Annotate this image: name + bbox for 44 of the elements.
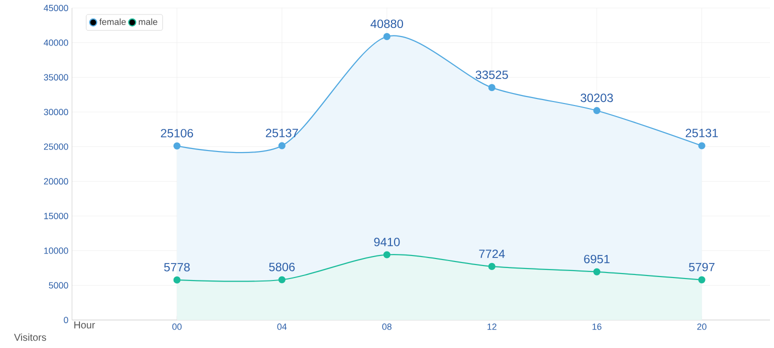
point <box>593 107 600 114</box>
data-label: 5797 <box>688 262 714 272</box>
x-tick-label: 00 <box>172 324 182 330</box>
point <box>593 268 600 276</box>
point <box>383 251 390 258</box>
point <box>488 262 496 270</box>
y-axis-title: Visitors <box>14 334 46 341</box>
point <box>488 84 496 92</box>
y-tick-label: 35000 <box>44 74 68 81</box>
data-label: 25131 <box>686 128 718 138</box>
y-tick-label: 5000 <box>48 282 68 289</box>
y-tick-label: 10000 <box>44 247 68 254</box>
point <box>698 142 706 150</box>
data-label: 6951 <box>584 254 610 264</box>
point <box>698 276 706 284</box>
y-tick-label: 40000 <box>44 39 68 46</box>
data-label: 25106 <box>160 128 194 138</box>
point <box>173 142 181 150</box>
data-label: 30203 <box>580 94 613 102</box>
x-tick-label: 20 <box>697 324 706 330</box>
legend-label: male <box>138 18 158 26</box>
data-label: 40880 <box>370 20 404 28</box>
y-tick-label: 30000 <box>44 108 68 116</box>
y-tick-label: 20000 <box>44 178 68 185</box>
data-label: 5806 <box>269 262 295 272</box>
y-tick-label: 15000 <box>44 212 68 220</box>
data-label: 5778 <box>164 262 190 272</box>
data-label: 7724 <box>479 250 505 258</box>
x-axis-title: Hour <box>74 322 95 328</box>
data-label: 9410 <box>374 238 400 246</box>
legend-label: female <box>99 18 126 26</box>
point <box>173 276 181 284</box>
point <box>278 276 286 284</box>
y-tick-label: 0 <box>64 316 68 324</box>
y-tick-label: 45000 <box>44 4 68 12</box>
point <box>383 33 390 40</box>
x-tick-label: 12 <box>488 324 496 330</box>
y-tick-label: 25000 <box>44 143 68 150</box>
x-tick-label: 08 <box>382 324 392 330</box>
point <box>278 142 286 150</box>
x-tick-label: 04 <box>277 324 287 330</box>
x-tick-label: 16 <box>592 324 602 330</box>
data-label: 25137 <box>266 128 298 138</box>
data-label: 33525 <box>476 70 508 80</box>
